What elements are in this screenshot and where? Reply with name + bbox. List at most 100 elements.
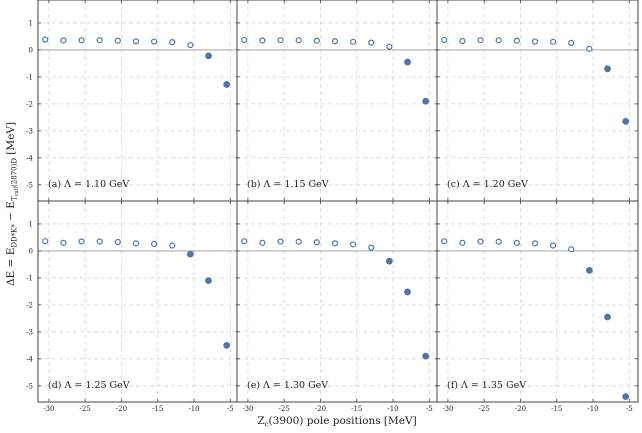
data-point-open: [477, 37, 484, 44]
data-point-filled: [622, 118, 630, 125]
x-tick-label: -25: [479, 405, 490, 413]
panel-label: (c) Λ = 1.20 GeV: [447, 179, 528, 190]
x-tick-label: -10: [188, 405, 199, 413]
data-point-filled: [604, 65, 611, 73]
data-point-open: [151, 240, 158, 247]
x-tick-label: -20: [116, 405, 127, 413]
y-tick-label: 0: [29, 247, 33, 255]
panel-background: [38, 0, 239, 201]
data-point-open: [132, 240, 140, 247]
panel-label: (e) Λ = 1.30 GeV: [247, 380, 328, 391]
data-point-open: [42, 36, 49, 43]
data-point-open: [295, 238, 302, 245]
x-tick-label: -10: [587, 405, 598, 413]
x-tick-label: -5: [626, 405, 633, 413]
data-point-filled: [622, 393, 630, 401]
panel-4: -30 -25 -20 -15 -10 -5-5-4-3-2-101(d) Λ = 1.2…: [26, 200, 240, 413]
x-tick-label: -20: [315, 405, 326, 413]
data-point-open: [513, 37, 520, 44]
data-point-open: [259, 37, 266, 44]
y-tick-label: -5: [26, 181, 33, 189]
x-tick-label: -15: [351, 405, 362, 413]
data-point-open: [368, 244, 375, 251]
data-point-open: [350, 38, 357, 45]
x-tick-label: -30: [442, 405, 453, 413]
data-point-open: [441, 36, 448, 44]
y-tick-label: -5: [26, 382, 33, 390]
data-point-open: [96, 37, 103, 44]
data-point-open: [78, 37, 85, 44]
data-point-open: [277, 37, 284, 44]
data-point-filled: [422, 352, 430, 360]
panel-background: [437, 201, 638, 402]
x-tick-label: -10: [387, 405, 398, 413]
panel-label: (b) Λ = 1.15 GeV: [247, 179, 329, 190]
data-point-open: [368, 39, 375, 46]
panel-label: (f) Λ = 1.35 GeV: [447, 380, 526, 391]
data-point-filled: [422, 97, 430, 105]
data-point-open: [151, 38, 158, 45]
y-tick-label: -2: [26, 301, 33, 309]
x-tick-label: -20: [515, 405, 526, 413]
data-point-filled: [205, 52, 212, 60]
panel-label: (d) Λ = 1.25 GeV: [48, 380, 130, 391]
y-tick-label: -1: [26, 274, 33, 282]
y-tick-label: 0: [29, 46, 33, 54]
y-tick-label: -4: [26, 154, 33, 162]
panel-2: (b) Λ = 1.15 GeV: [236, 0, 439, 202]
data-point-open: [169, 242, 176, 249]
panel-1: -5 -4 -3 -2 -1 0 1 (a) Λ = 1.10 GeV: [26, 0, 240, 202]
x-tick-label: -5: [426, 405, 433, 413]
panel-background: [437, 0, 638, 201]
data-point-open: [241, 238, 248, 245]
y-tick-label: -3: [26, 328, 33, 336]
data-point-open: [114, 238, 121, 246]
y-tick-label: -4: [26, 355, 33, 363]
data-point-filled: [186, 250, 194, 258]
data-point-filled: [404, 58, 411, 66]
data-point-open: [441, 238, 448, 245]
data-point-open: [586, 45, 593, 52]
panel-background: [237, 201, 438, 402]
data-point-open: [459, 37, 466, 45]
data-point-open: [495, 37, 502, 44]
data-point-open: [114, 37, 121, 44]
data-point-open: [386, 43, 393, 50]
data-point-open: [568, 246, 575, 253]
data-point-open: [550, 38, 557, 45]
data-point-open: [495, 238, 502, 245]
y-tick-label: -3: [26, 127, 33, 135]
data-point-filled: [404, 288, 411, 296]
data-point-filled: [223, 341, 231, 349]
data-point-open: [568, 39, 575, 46]
data-point-filled: [604, 313, 611, 321]
data-point-open: [331, 240, 339, 247]
data-point-open: [78, 238, 85, 245]
data-point-open: [277, 238, 284, 245]
y-tick-label: -1: [26, 73, 33, 81]
panel-6: -30 -25 -20 -15 -10 -5 (f) Λ = 1.35 GeV: [436, 200, 639, 413]
data-point-open: [477, 238, 484, 245]
x-tick-label: -15: [152, 405, 163, 413]
data-point-open: [313, 239, 320, 246]
y-tick-label: -2: [26, 100, 33, 108]
panel-background: [38, 201, 239, 402]
data-point-open: [241, 36, 248, 44]
x-tick-label: -25: [80, 405, 91, 413]
data-point-open: [531, 38, 539, 45]
panel-3: (c) Λ = 1.20 GeV: [436, 0, 639, 202]
data-point-open: [60, 37, 67, 44]
data-point-open: [42, 238, 49, 245]
data-point-filled: [585, 266, 593, 274]
data-point-filled: [205, 277, 212, 284]
data-point-open: [60, 239, 67, 246]
panel-frame: [436, 200, 639, 403]
data-point-open: [169, 38, 176, 46]
y-tick-label: 1: [29, 19, 33, 27]
x-axis-label: Zc(3900) pole positions [MeV]: [257, 415, 416, 429]
x-tick-label: -25: [279, 405, 290, 413]
x-tick-label: -5: [227, 405, 234, 413]
data-point-open: [132, 38, 140, 45]
data-point-open: [313, 37, 320, 44]
y-tick-label: 1: [29, 220, 33, 228]
